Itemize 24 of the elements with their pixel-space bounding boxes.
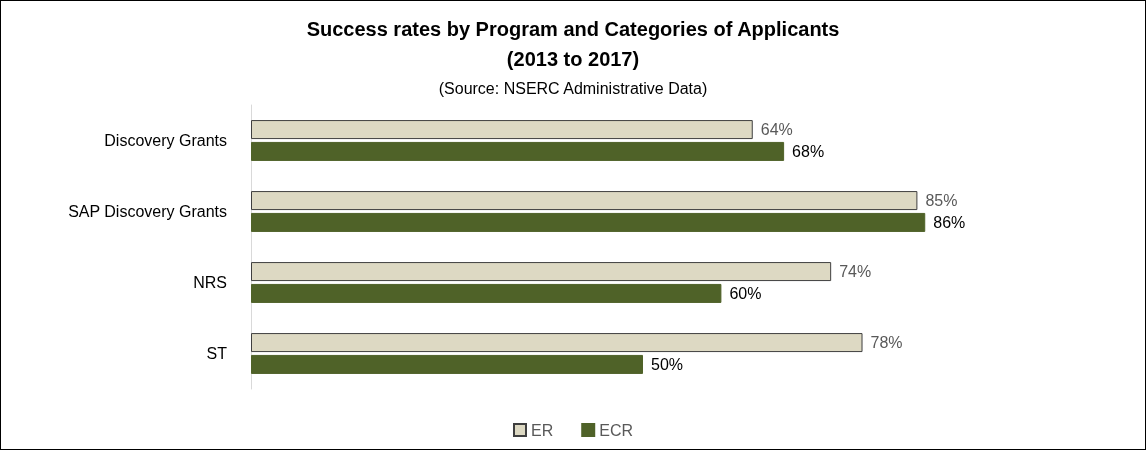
data-label: 74% <box>839 263 872 281</box>
data-label: 50% <box>651 355 684 373</box>
chart-title: Success rates by Program and Categories of Applicants (2013 to 2017) <box>306 18 840 70</box>
bar <box>251 354 643 374</box>
data-label: 78% <box>870 334 903 352</box>
data-label: 86% <box>933 213 966 231</box>
y-tick-label: ST <box>206 345 228 362</box>
legend-label: ECR <box>599 421 633 439</box>
y-tick-label: NRS <box>193 274 227 291</box>
data-label: 60% <box>729 284 762 302</box>
bar <box>251 283 722 303</box>
y-tick-label: SAP Discovery Grants <box>68 203 227 220</box>
chart-subtitle: (Source: NSERC Administrative Data) <box>438 79 708 97</box>
bar <box>251 333 863 353</box>
bar <box>251 212 926 232</box>
bar <box>251 120 753 140</box>
data-label: 68% <box>792 142 825 160</box>
y-tick-label: Discovery Grants <box>104 132 227 149</box>
bar <box>251 141 785 161</box>
data-label: 85% <box>925 192 958 210</box>
bar <box>251 262 832 282</box>
bar <box>251 191 918 211</box>
legend-label: ER <box>531 421 554 439</box>
data-label: 64% <box>760 121 793 139</box>
